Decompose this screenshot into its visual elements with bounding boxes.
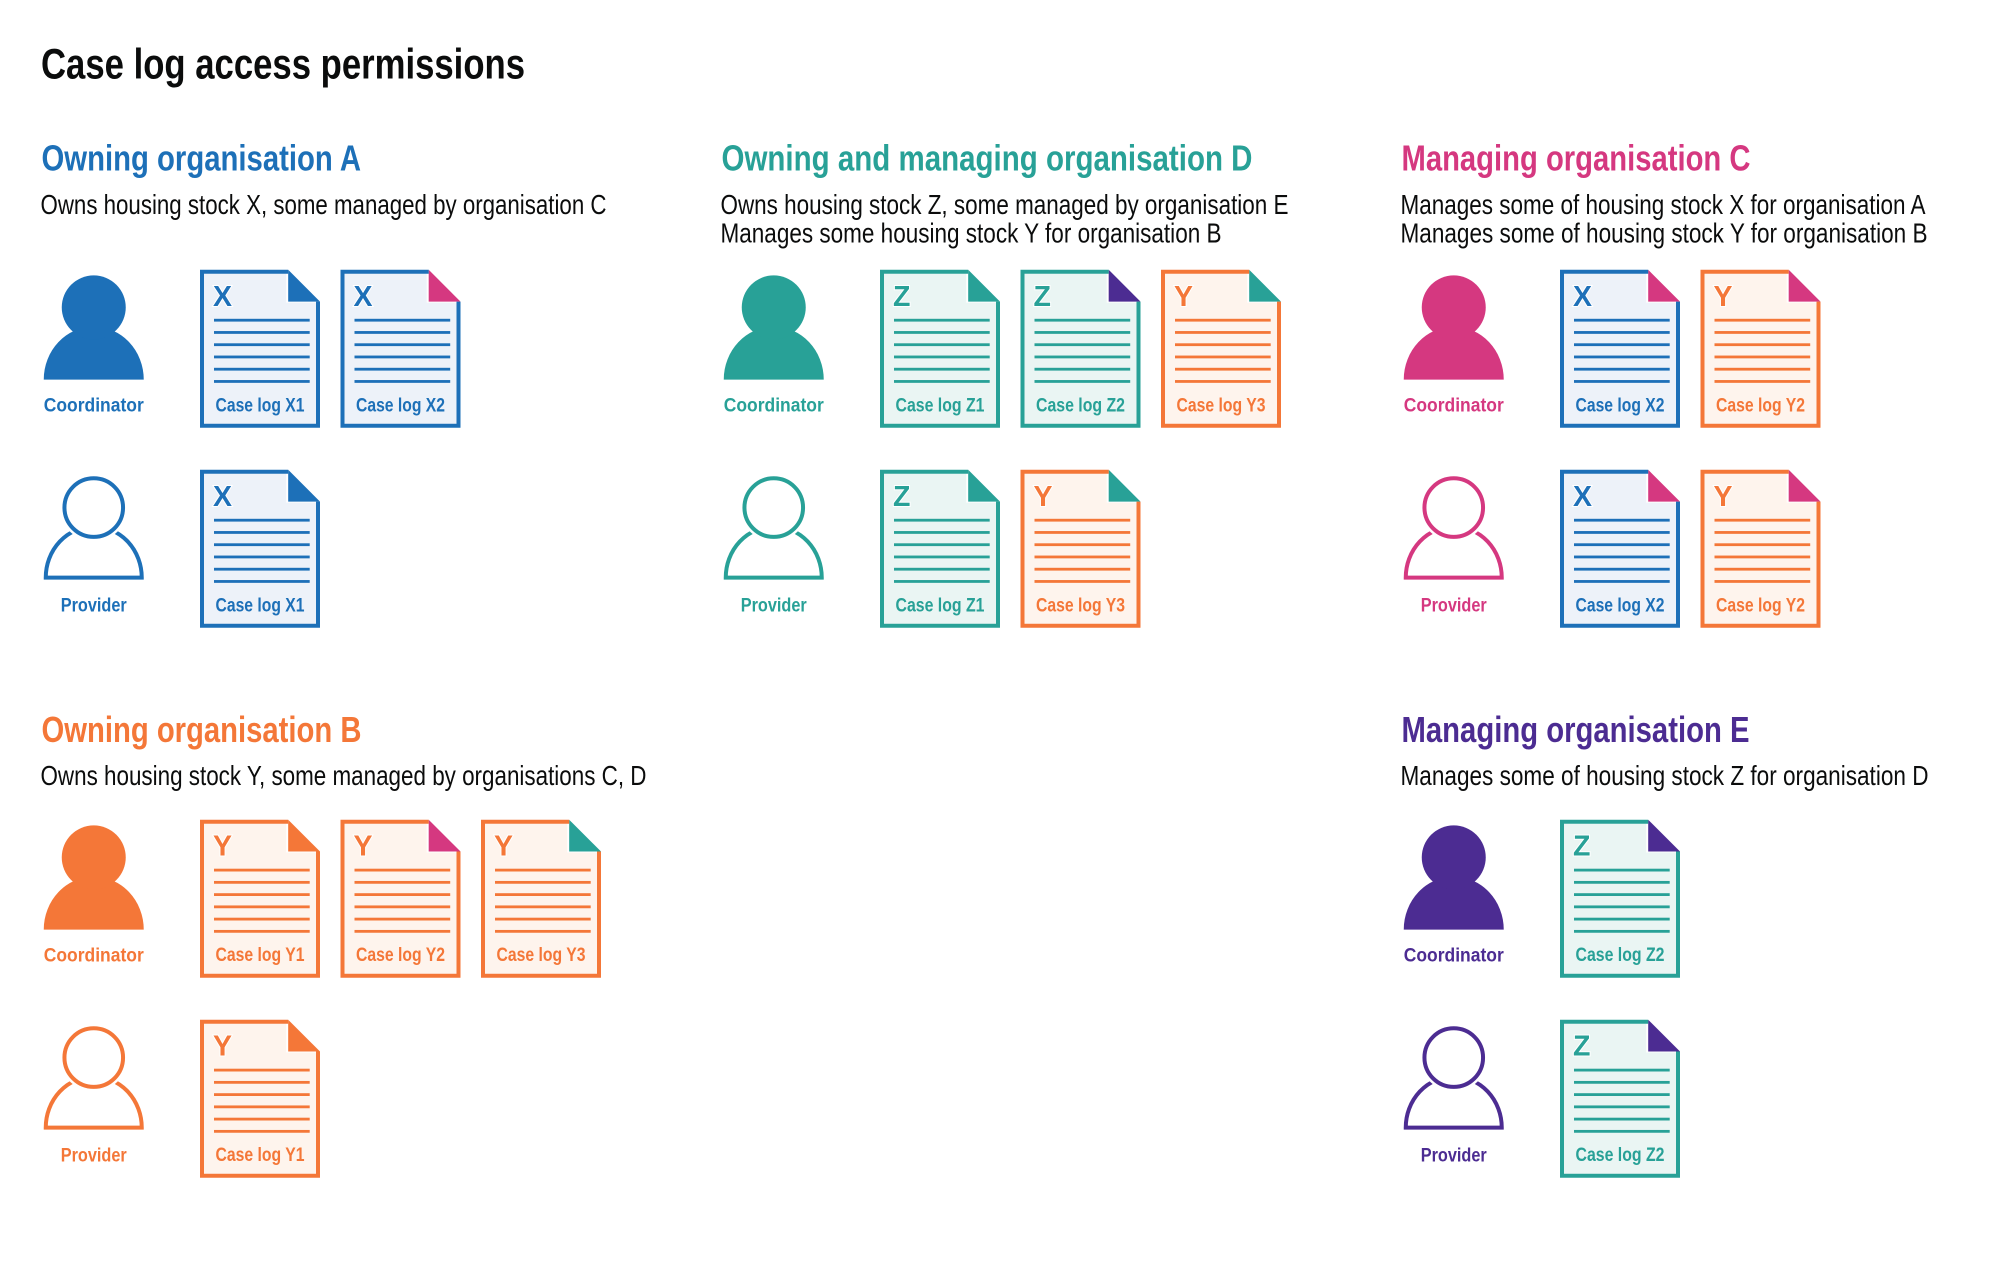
svg-text:Y: Y (494, 831, 513, 863)
svg-text:Manages some of housing stock: Manages some of housing stock X for orga… (1401, 189, 1926, 220)
svg-text:Provider: Provider (741, 595, 808, 616)
svg-text:Coordinator: Coordinator (1404, 945, 1505, 966)
svg-text:Owning organisation B: Owning organisation B (42, 709, 362, 750)
svg-text:Y: Y (354, 831, 373, 863)
svg-text:Case log X2: Case log X2 (356, 395, 445, 416)
svg-text:Manages some of housing stock: Manages some of housing stock Y for orga… (1401, 217, 1928, 248)
svg-text:Y: Y (1714, 281, 1733, 313)
svg-text:Manages some housing stock Y f: Manages some housing stock Y for organis… (721, 217, 1222, 248)
svg-text:Case log X1: Case log X1 (216, 395, 305, 416)
svg-text:Case log Y1: Case log Y1 (216, 945, 305, 966)
svg-text:Case log Y2: Case log Y2 (1716, 595, 1805, 616)
svg-text:Case log Y3: Case log Y3 (497, 945, 586, 966)
svg-text:Z: Z (893, 281, 910, 313)
svg-text:Y: Y (213, 831, 232, 863)
svg-text:Case log Z2: Case log Z2 (1576, 945, 1665, 966)
svg-text:Coordinator: Coordinator (44, 945, 145, 966)
svg-text:Case log Y3: Case log Y3 (1177, 395, 1266, 416)
svg-text:Provider: Provider (61, 595, 128, 616)
svg-text:X: X (213, 281, 232, 313)
svg-text:Coordinator: Coordinator (1404, 395, 1505, 416)
svg-text:Case log Y1: Case log Y1 (216, 1145, 305, 1166)
svg-text:Provider: Provider (1421, 595, 1488, 616)
svg-text:Case log Y3: Case log Y3 (1036, 595, 1125, 616)
svg-text:Coordinator: Coordinator (724, 395, 825, 416)
svg-text:Z: Z (1034, 281, 1051, 313)
svg-text:X: X (354, 281, 373, 313)
svg-text:Case log X2: Case log X2 (1576, 595, 1665, 616)
svg-text:X: X (1573, 481, 1592, 513)
svg-text:Owns housing stock Y, some man: Owns housing stock Y, some managed by or… (41, 760, 647, 791)
svg-text:Owns housing stock Z, some man: Owns housing stock Z, some managed by or… (721, 189, 1289, 220)
svg-text:Manages some of housing stock: Manages some of housing stock Z for orga… (1401, 760, 1929, 791)
svg-text:X: X (213, 481, 232, 513)
svg-text:Coordinator: Coordinator (44, 395, 145, 416)
svg-text:Y: Y (1034, 481, 1053, 513)
svg-text:Case log access permissions: Case log access permissions (41, 41, 525, 89)
svg-text:Case log Y2: Case log Y2 (356, 945, 445, 966)
svg-text:Owns housing stock X, some man: Owns housing stock X, some managed by or… (41, 189, 607, 220)
svg-text:Case log Z2: Case log Z2 (1576, 1145, 1665, 1166)
svg-text:Case log X1: Case log X1 (216, 595, 305, 616)
svg-text:Z: Z (1573, 831, 1590, 863)
svg-text:Case log Z2: Case log Z2 (1036, 395, 1125, 416)
svg-text:Owning and managing organisati: Owning and managing organisation D (722, 138, 1253, 179)
svg-text:Case log Y2: Case log Y2 (1716, 395, 1805, 416)
svg-text:Y: Y (1174, 281, 1193, 313)
svg-text:Managing organisation C: Managing organisation C (1402, 138, 1751, 179)
svg-text:Y: Y (1714, 481, 1733, 513)
svg-text:Y: Y (213, 1031, 232, 1063)
svg-text:Provider: Provider (1421, 1145, 1488, 1166)
svg-text:Managing organisation E: Managing organisation E (1402, 709, 1750, 750)
svg-text:Owning organisation A: Owning organisation A (42, 138, 362, 179)
svg-text:X: X (1573, 281, 1592, 313)
svg-text:Case log Z1: Case log Z1 (896, 395, 985, 416)
svg-text:Case log Z1: Case log Z1 (896, 595, 985, 616)
svg-text:Z: Z (893, 481, 910, 513)
svg-text:Provider: Provider (61, 1145, 128, 1166)
svg-text:Z: Z (1573, 1031, 1590, 1063)
svg-text:Case log X2: Case log X2 (1576, 395, 1665, 416)
